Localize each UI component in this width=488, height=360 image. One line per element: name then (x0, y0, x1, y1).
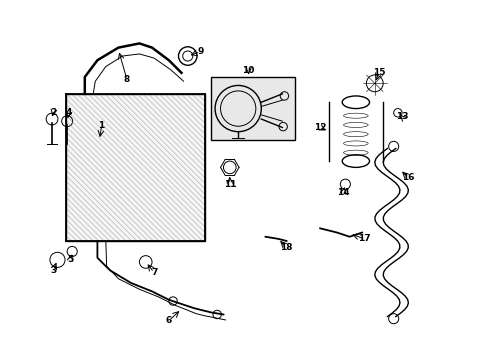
Text: 4: 4 (65, 108, 72, 117)
Text: 17: 17 (357, 234, 370, 243)
Text: 8: 8 (123, 75, 130, 84)
Bar (66, 94, 204, 241)
Text: 3: 3 (50, 266, 56, 275)
Text: 12: 12 (313, 123, 325, 132)
Text: 14: 14 (336, 188, 349, 197)
Text: 18: 18 (280, 243, 292, 252)
Text: 16: 16 (401, 174, 414, 183)
Text: 7: 7 (151, 268, 157, 277)
Text: 11: 11 (223, 180, 236, 189)
Text: 6: 6 (165, 316, 172, 325)
Text: 5: 5 (67, 255, 73, 264)
Bar (210, 77, 294, 140)
Text: 2: 2 (50, 108, 56, 117)
Text: 10: 10 (242, 66, 254, 75)
Text: 15: 15 (372, 68, 385, 77)
Text: 1: 1 (98, 121, 104, 130)
Text: 9: 9 (197, 47, 203, 56)
Text: 13: 13 (395, 112, 407, 121)
